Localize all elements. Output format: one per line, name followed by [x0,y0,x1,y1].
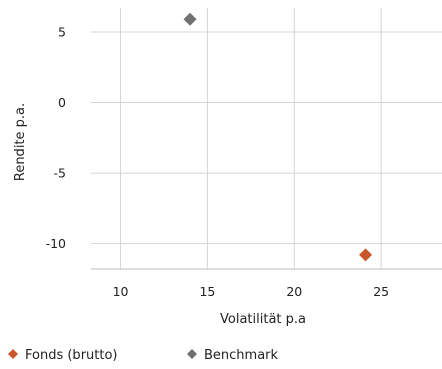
x-tick-label: 20 [286,284,302,299]
x-axis-ticks: 10 15 20 25 [113,284,390,299]
grid [91,8,442,269]
y-axis-ticks: 5 0 -5 -10 [46,24,66,251]
legend-label: Fonds (brutto) [25,348,118,363]
y-axis-title: Rendite p.a. [13,103,28,181]
x-tick-label: 10 [113,284,129,299]
data-points [183,12,373,262]
y-tick-label: 5 [58,24,66,39]
legend-marker-icon [187,349,197,359]
legend-marker-icon [8,349,18,359]
data-point-series-2 [183,12,197,26]
x-axis-title: Volatilität p.a [220,312,306,327]
legend-item[interactable]: Fonds (brutto) [8,348,118,363]
y-tick-label: 0 [58,95,66,110]
y-tick-label: -10 [46,236,66,251]
legend: Fonds (brutto) Benchmark [8,348,279,363]
x-tick-label: 15 [199,284,215,299]
x-tick-label: 25 [373,284,389,299]
legend-item[interactable]: Benchmark [187,348,279,363]
y-tick-label: -5 [54,166,66,181]
data-point-series-1 [359,248,373,262]
legend-label: Benchmark [204,348,279,363]
